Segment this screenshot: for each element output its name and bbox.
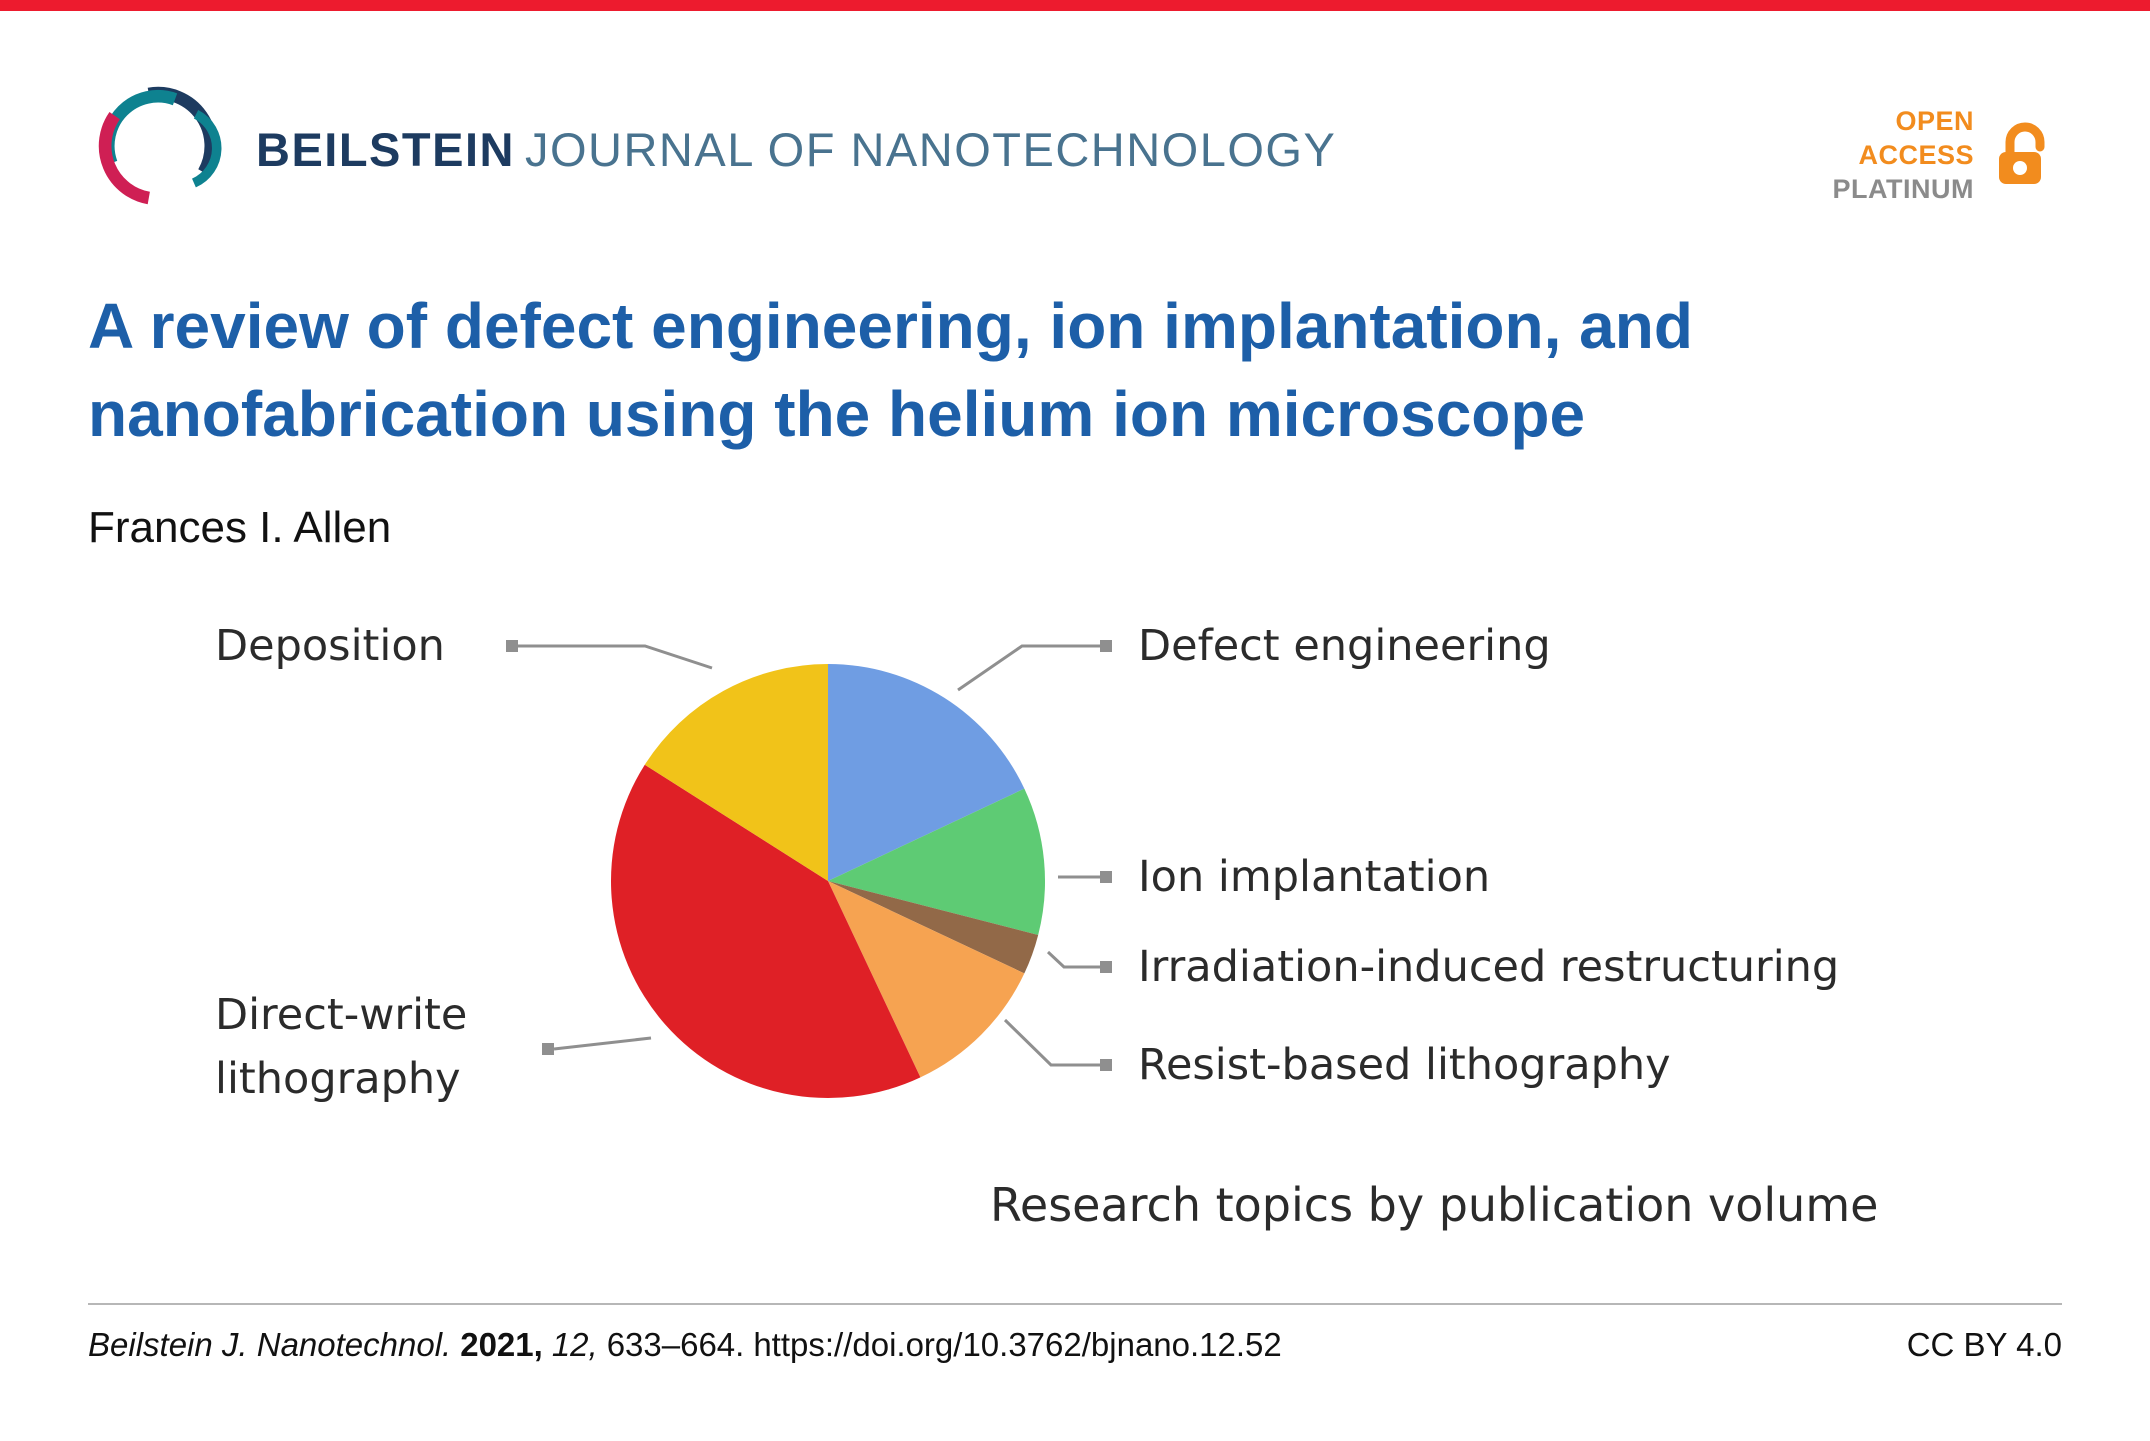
license-label: CC BY 4.0 [1906, 1326, 2062, 1363]
leader-defect-engineering [957, 644, 1100, 692]
top-accent-bar [0, 0, 2150, 11]
leader-lines [518, 644, 1100, 1067]
marker-defect-engineering [1100, 640, 1112, 652]
pie-slice-4 [610, 764, 921, 1098]
chart-caption: Research topics by publication volume [990, 1178, 1879, 1232]
marker-deposition [506, 640, 518, 652]
marker-ion-implantation [1100, 871, 1112, 883]
open-access-line1: OPEN [1895, 106, 1974, 136]
citation-pages: 633–664. [606, 1326, 745, 1363]
footer: Beilstein J. Nanotechnol. 2021, 12, 633–664… [88, 1326, 2062, 1364]
marker-resist [1100, 1059, 1112, 1071]
marker-irradiation [1100, 961, 1112, 973]
journal-name-rest: JOURNAL OF NANOTECHNOLOGY [524, 123, 1337, 176]
pie-slice-1 [828, 788, 1045, 935]
open-access-text: OPEN ACCESS PLATINUM [1833, 104, 1974, 206]
open-lock-icon [1999, 122, 2045, 184]
leader-direct-write [553, 1036, 652, 1051]
citation: Beilstein J. Nanotechnol. 2021, 12, 633–664… [88, 1326, 1291, 1364]
pie-slice-2 [828, 881, 1039, 974]
journal-name-bold: BEILSTEIN [256, 123, 515, 176]
leader-deposition [518, 644, 713, 670]
pie-slice-5 [644, 664, 828, 881]
open-access-line3: PLATINUM [1832, 174, 1974, 204]
label-irradiation-induced-restructuring: Irradiation-induced restructuring [1138, 942, 1840, 992]
label-direct-write-lithography: Direct-write lithography [215, 990, 468, 1104]
article-title: A review of defect engineering, ion impl… [88, 290, 1693, 450]
citation-volume: 12, [551, 1326, 598, 1363]
marker-direct-write [542, 1043, 554, 1055]
citation-journal: Beilstein J. Nanotechnol. [88, 1326, 452, 1363]
open-access-badge: OPEN ACCESS PLATINUM [1833, 104, 2062, 206]
citation-year: 2021, [460, 1326, 543, 1363]
label-deposition: Deposition [215, 621, 445, 671]
label-defect-engineering: Defect engineering [1138, 621, 1551, 671]
label-ion-implantation: Ion implantation [1138, 852, 1491, 902]
leader-irradiation [1046, 950, 1100, 969]
graphical-abstract: Deposition Defect engineering Ion implan… [0, 600, 2150, 1270]
beilstein-logo-icon [98, 86, 222, 205]
citation-doi-link[interactable]: https://doi.org/10.3762/bjnano.12.52 [753, 1326, 1282, 1363]
article-author: Frances I. Allen [88, 503, 392, 552]
pie-chart-svg [506, 640, 1112, 1098]
pie-slice-0 [828, 664, 1025, 881]
footer-divider [88, 1303, 2062, 1305]
pie-chart [610, 664, 1045, 1098]
leader-markers [506, 640, 1112, 1071]
leader-resist [1003, 1018, 1100, 1067]
journal-name: BEILSTEIN JOURNAL OF NANOTECHNOLOGY [256, 118, 1336, 182]
pie-slice-3 [828, 881, 1025, 1078]
label-resist-based-lithography: Resist-based lithography [1138, 1040, 1671, 1090]
open-access-line2: ACCESS [1858, 140, 1974, 170]
